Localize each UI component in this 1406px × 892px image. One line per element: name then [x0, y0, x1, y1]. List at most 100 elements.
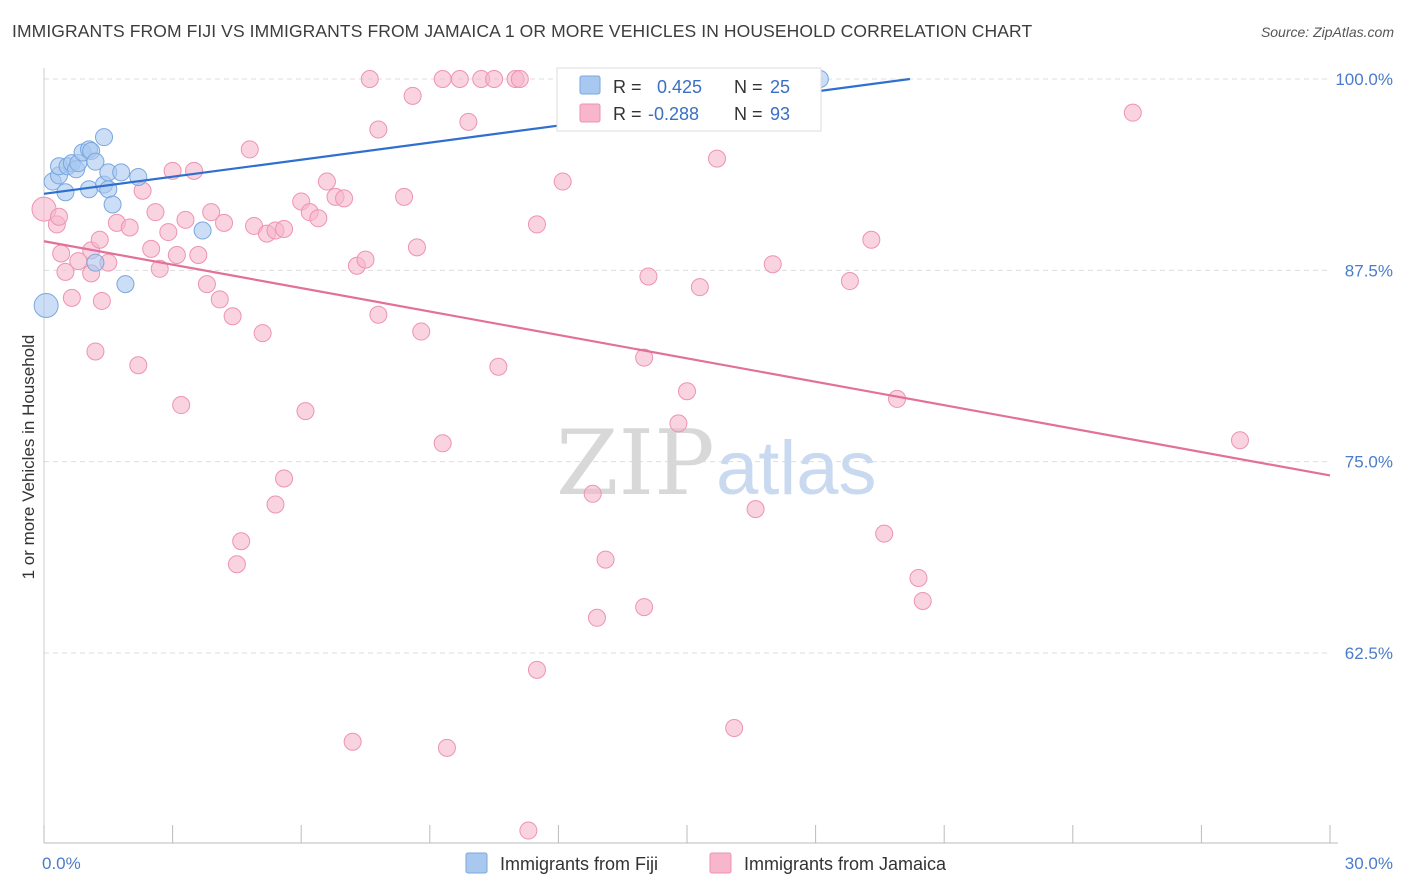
legend-r-value-jamaica: -0.288	[648, 104, 699, 124]
jamaica-point-23	[185, 161, 204, 180]
jamaica-point-91	[913, 591, 932, 610]
jamaica-point-18	[150, 259, 169, 278]
jamaica-point-81	[690, 278, 709, 297]
jamaica-point-52	[459, 112, 478, 131]
jamaica-point-25	[202, 203, 221, 222]
jamaica-point-43	[356, 250, 375, 269]
jamaica-point-92	[1123, 103, 1142, 122]
jamaica-point-39	[317, 172, 336, 191]
jamaica-point-59	[527, 660, 546, 679]
jamaica-point-89	[888, 389, 907, 408]
chart-title: IMMIGRANTS FROM FIJI VS IMMIGRANTS FROM …	[12, 21, 1033, 41]
jamaica-point-54	[485, 70, 504, 88]
jamaica-point-46	[395, 187, 414, 206]
jamaica-point-71	[437, 738, 456, 757]
legend-n-value-jamaica: 93	[770, 104, 790, 124]
fiji-point-0	[33, 293, 59, 319]
y-axis-label: 1 or more Vehicles in Household	[19, 335, 38, 580]
jamaica-point-63	[296, 402, 315, 421]
jamaica-point-38	[309, 209, 328, 228]
jamaica-point-62	[433, 434, 452, 453]
fiji-points	[33, 70, 829, 319]
jamaica-trend-line	[43, 240, 1331, 477]
jamaica-point-90	[909, 568, 928, 587]
legend-n-value-fiji: 25	[770, 77, 790, 97]
jamaica-point-87	[862, 230, 881, 249]
jamaica-point-45	[369, 120, 388, 139]
jamaica-point-51	[450, 70, 469, 88]
jamaica-point-58	[527, 215, 546, 234]
watermark: ZIP atlas	[556, 411, 877, 516]
x-tick-label-0: 0.0%	[42, 854, 81, 873]
jamaica-point-76	[635, 598, 654, 617]
jamaica-point-86	[840, 272, 859, 291]
y-tick-labels: 62.5% 75.0% 87.5% 100.0%	[1335, 70, 1393, 663]
legend-swatch-jamaica	[579, 103, 601, 123]
jamaica-point-27	[197, 275, 216, 294]
top-legend-box	[556, 67, 822, 132]
bottom-legend: Immigrants from Fiji Immigrants from Jam…	[465, 852, 947, 874]
fiji-point-23	[193, 221, 212, 240]
jamaica-point-93	[1230, 431, 1249, 450]
jamaica-point-19	[159, 223, 178, 242]
jamaica-point-65	[266, 495, 285, 514]
watermark-atlas: atlas	[716, 426, 877, 511]
fiji-point-22	[116, 275, 135, 294]
jamaica-point-5	[62, 288, 81, 307]
jamaica-point-49	[412, 322, 431, 341]
jamaica-point-73	[583, 484, 602, 503]
x-tick-label-1: 30.0%	[1345, 854, 1393, 873]
jamaica-point-16	[142, 239, 161, 258]
jamaica-point-12	[86, 342, 105, 361]
jamaica-point-74	[596, 550, 615, 569]
jamaica-point-66	[232, 532, 251, 551]
jamaica-point-70	[343, 732, 362, 751]
jamaica-point-68	[172, 396, 191, 415]
jamaica-point-88	[875, 524, 894, 543]
chart-source: Source: ZipAtlas.com	[1260, 24, 1394, 40]
legend-r-value-fiji: 0.425	[657, 77, 702, 97]
jamaica-point-44	[369, 305, 388, 324]
jamaica-point-82	[708, 149, 727, 168]
jamaica-point-35	[275, 220, 294, 239]
jamaica-point-77	[635, 348, 654, 367]
jamaica-point-24	[189, 246, 208, 265]
legend-r-label-jamaica: R =	[613, 104, 642, 124]
jamaica-point-64	[275, 469, 294, 488]
jamaica-point-30	[240, 140, 259, 159]
jamaica-point-69	[129, 356, 148, 375]
jamaica-point-79	[669, 414, 688, 433]
jamaica-point-61	[510, 70, 529, 88]
jamaica-point-4	[56, 262, 75, 281]
jamaica-point-41	[335, 189, 354, 208]
fiji-point-20	[103, 195, 122, 214]
legend-swatch-fiji	[579, 75, 601, 95]
fiji-point-12	[86, 152, 105, 171]
jamaica-point-22	[176, 210, 195, 229]
jamaica-point-78	[639, 267, 658, 286]
jamaica-point-80	[678, 382, 696, 401]
y-tick-label-3: 100.0%	[1335, 70, 1393, 89]
bottom-legend-label-fiji: Immigrants from Fiji	[500, 854, 658, 874]
fiji-point-19	[95, 128, 114, 147]
jamaica-point-28	[210, 290, 229, 309]
jamaica-point-3	[52, 244, 71, 263]
jamaica-point-29	[223, 307, 242, 326]
fiji-point-17	[112, 163, 131, 182]
jamaica-point-56	[360, 70, 379, 88]
jamaica-point-2	[50, 207, 69, 226]
jamaica-point-67	[227, 555, 246, 574]
jamaica-point-17	[146, 203, 165, 222]
jamaica-point-50	[433, 70, 452, 88]
jamaica-point-60	[519, 821, 538, 840]
jamaica-point-75	[587, 608, 606, 627]
jamaica-point-32	[253, 324, 272, 343]
jamaica-point-14	[120, 218, 139, 237]
top-legend: R = 0.425 N = 25 R = -0.288 N = 93	[556, 67, 822, 132]
bottom-legend-swatch-fiji	[465, 852, 488, 874]
fiji-point-21	[86, 253, 105, 272]
y-tick-label-0: 62.5%	[1345, 644, 1393, 663]
jamaica-point-26	[215, 213, 234, 232]
bottom-legend-swatch-jamaica	[709, 852, 732, 874]
legend-n-label-jamaica: N =	[734, 104, 763, 124]
